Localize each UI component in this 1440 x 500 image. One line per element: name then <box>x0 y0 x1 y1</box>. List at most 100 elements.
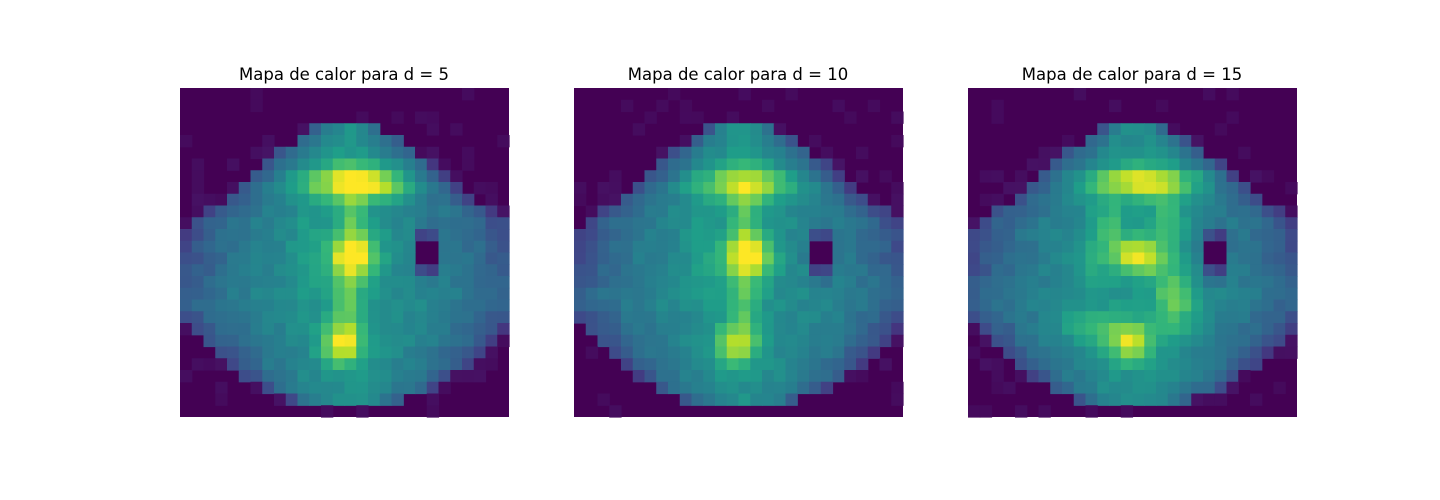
heatmap-cell <box>574 240 587 254</box>
heatmap-cell <box>379 264 393 277</box>
heatmap-cell <box>738 381 751 395</box>
heatmap-cell <box>1261 323 1275 336</box>
heatmap-cell <box>344 123 357 136</box>
heatmap-cell <box>1167 158 1181 171</box>
heatmap-cell <box>738 229 751 242</box>
heatmap-cell <box>356 299 369 312</box>
heatmap-cell <box>1073 311 1087 324</box>
heatmap-cell <box>1261 299 1275 312</box>
heatmap-cell <box>1167 240 1181 254</box>
heatmap-cell <box>856 323 869 336</box>
heatmap-cell <box>1285 264 1298 277</box>
heatmap-cells <box>574 88 904 418</box>
heatmap-cell <box>332 229 346 242</box>
heatmap-cell <box>309 240 322 254</box>
heatmap-cell <box>203 193 216 207</box>
heatmap-cell <box>1097 381 1110 395</box>
heatmap-panel-d15: Mapa de calor para d = 15 <box>968 65 1298 418</box>
heatmap-cell <box>1062 170 1075 183</box>
heatmap-cell <box>368 205 381 218</box>
heatmap-cell <box>274 370 287 383</box>
heatmap-cell <box>1073 240 1087 254</box>
heatmap-cell <box>691 346 704 359</box>
heatmap-cell <box>1026 287 1040 301</box>
heatmap-cell <box>309 229 322 242</box>
heatmap-cell <box>656 252 669 265</box>
heatmap-cell <box>632 193 646 207</box>
heatmap-cell <box>368 264 381 277</box>
heatmap-cell <box>726 146 740 160</box>
heatmap-cell <box>644 334 657 348</box>
heatmap-cell <box>832 182 845 195</box>
heatmap-cell <box>462 370 475 383</box>
heatmap-cell <box>762 217 775 230</box>
heatmap-cell <box>215 193 228 207</box>
heatmap-cell <box>644 229 657 242</box>
heatmap-cell <box>668 311 681 324</box>
heatmap-cell <box>1250 311 1263 324</box>
heatmap-cell <box>703 146 716 160</box>
heatmap-cell <box>1238 252 1251 265</box>
heatmap-cell <box>1167 229 1181 242</box>
heatmap-cell <box>820 193 834 207</box>
heatmap-cell <box>691 334 704 348</box>
heatmap-cell <box>1038 346 1051 359</box>
heatmap-cell <box>621 299 634 312</box>
heatmap-cell <box>450 311 463 324</box>
heatmap-cell <box>726 240 740 254</box>
heatmap-cell <box>438 287 451 301</box>
heatmap-cell <box>344 146 357 160</box>
heatmap-cell <box>968 311 981 324</box>
heatmap-cell <box>462 346 475 359</box>
heatmap-cell <box>1156 287 1169 301</box>
heatmap-cell <box>1097 229 1110 242</box>
heatmap-cell <box>1179 229 1192 242</box>
heatmap-cell <box>262 158 275 171</box>
heatmap-cell <box>227 240 240 254</box>
heatmap-cell <box>891 135 904 148</box>
heatmap-panel-d10: Mapa de calor para d = 10 <box>574 65 904 418</box>
heatmap-cell <box>1144 370 1157 383</box>
heatmap-cell <box>1167 252 1181 265</box>
heatmap-cell <box>285 358 299 371</box>
heatmap-cell <box>1156 252 1169 265</box>
heatmap-cell <box>1132 346 1145 359</box>
heatmap-cell <box>415 358 428 371</box>
heatmap-cell <box>1167 264 1181 277</box>
heatmap-cell <box>820 287 834 301</box>
heatmap-cell <box>1132 170 1145 183</box>
heatmap-cell <box>1144 146 1157 160</box>
heatmap-cell <box>1226 88 1239 101</box>
heatmap-cell <box>485 264 498 277</box>
heatmap-cell <box>450 334 463 348</box>
heatmap-cell <box>738 370 751 383</box>
heatmap-cell <box>250 323 263 336</box>
heatmap-cell <box>1238 217 1251 230</box>
heatmap-cell <box>797 311 810 324</box>
heatmap-cell <box>703 123 716 136</box>
heatmap-cell <box>832 323 845 336</box>
heatmap-cell <box>820 170 834 183</box>
heatmap-cell <box>391 311 404 324</box>
heatmap-cell <box>773 334 787 348</box>
heatmap-cell <box>867 264 881 277</box>
heatmap-cell <box>1109 229 1122 242</box>
heatmap-cell <box>762 123 775 136</box>
heatmap-cell <box>1144 217 1157 230</box>
heatmap-cell <box>597 217 610 230</box>
heatmap-cell <box>215 287 228 301</box>
heatmap-cell <box>574 276 587 289</box>
heatmap-cell <box>1132 158 1145 171</box>
heatmap-cell <box>1120 287 1134 301</box>
heatmap-cell <box>344 264 357 277</box>
heatmap-cell <box>1038 229 1051 242</box>
heatmap-cell <box>462 240 475 254</box>
heatmap-cell <box>1073 182 1087 195</box>
heatmap-cell <box>473 252 487 265</box>
heatmap-cell <box>1144 182 1157 195</box>
heatmap-cell <box>879 205 892 218</box>
heatmap-cell <box>715 217 728 230</box>
heatmap-cell <box>679 381 693 395</box>
chart-title: Mapa de calor para d = 5 <box>239 65 449 84</box>
heatmap-cell <box>1203 311 1216 324</box>
